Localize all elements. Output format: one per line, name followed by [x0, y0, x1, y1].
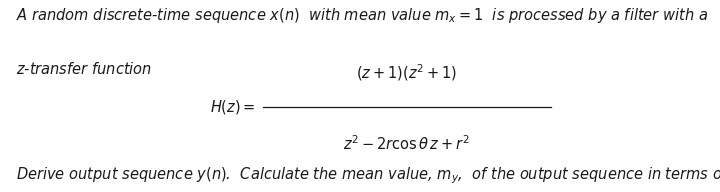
Text: Derive output sequence $y(n)$.  Calculate the mean value, $m_y$,  of the output : Derive output sequence $y(n)$. Calculate…	[16, 165, 720, 186]
Text: $(z + 1)(z^2 + 1)$: $(z + 1)(z^2 + 1)$	[356, 63, 457, 83]
Text: $z^2 - 2r\cos\theta\, z + r^2$: $z^2 - 2r\cos\theta\, z + r^2$	[343, 135, 470, 153]
Text: $z$-transfer function: $z$-transfer function	[16, 61, 152, 77]
Text: $H(z) =$: $H(z) =$	[210, 98, 256, 116]
Text: A random discrete-time sequence $x(n)$  with mean value $m_x = 1$  is processed : A random discrete-time sequence $x(n)$ w…	[16, 6, 708, 25]
